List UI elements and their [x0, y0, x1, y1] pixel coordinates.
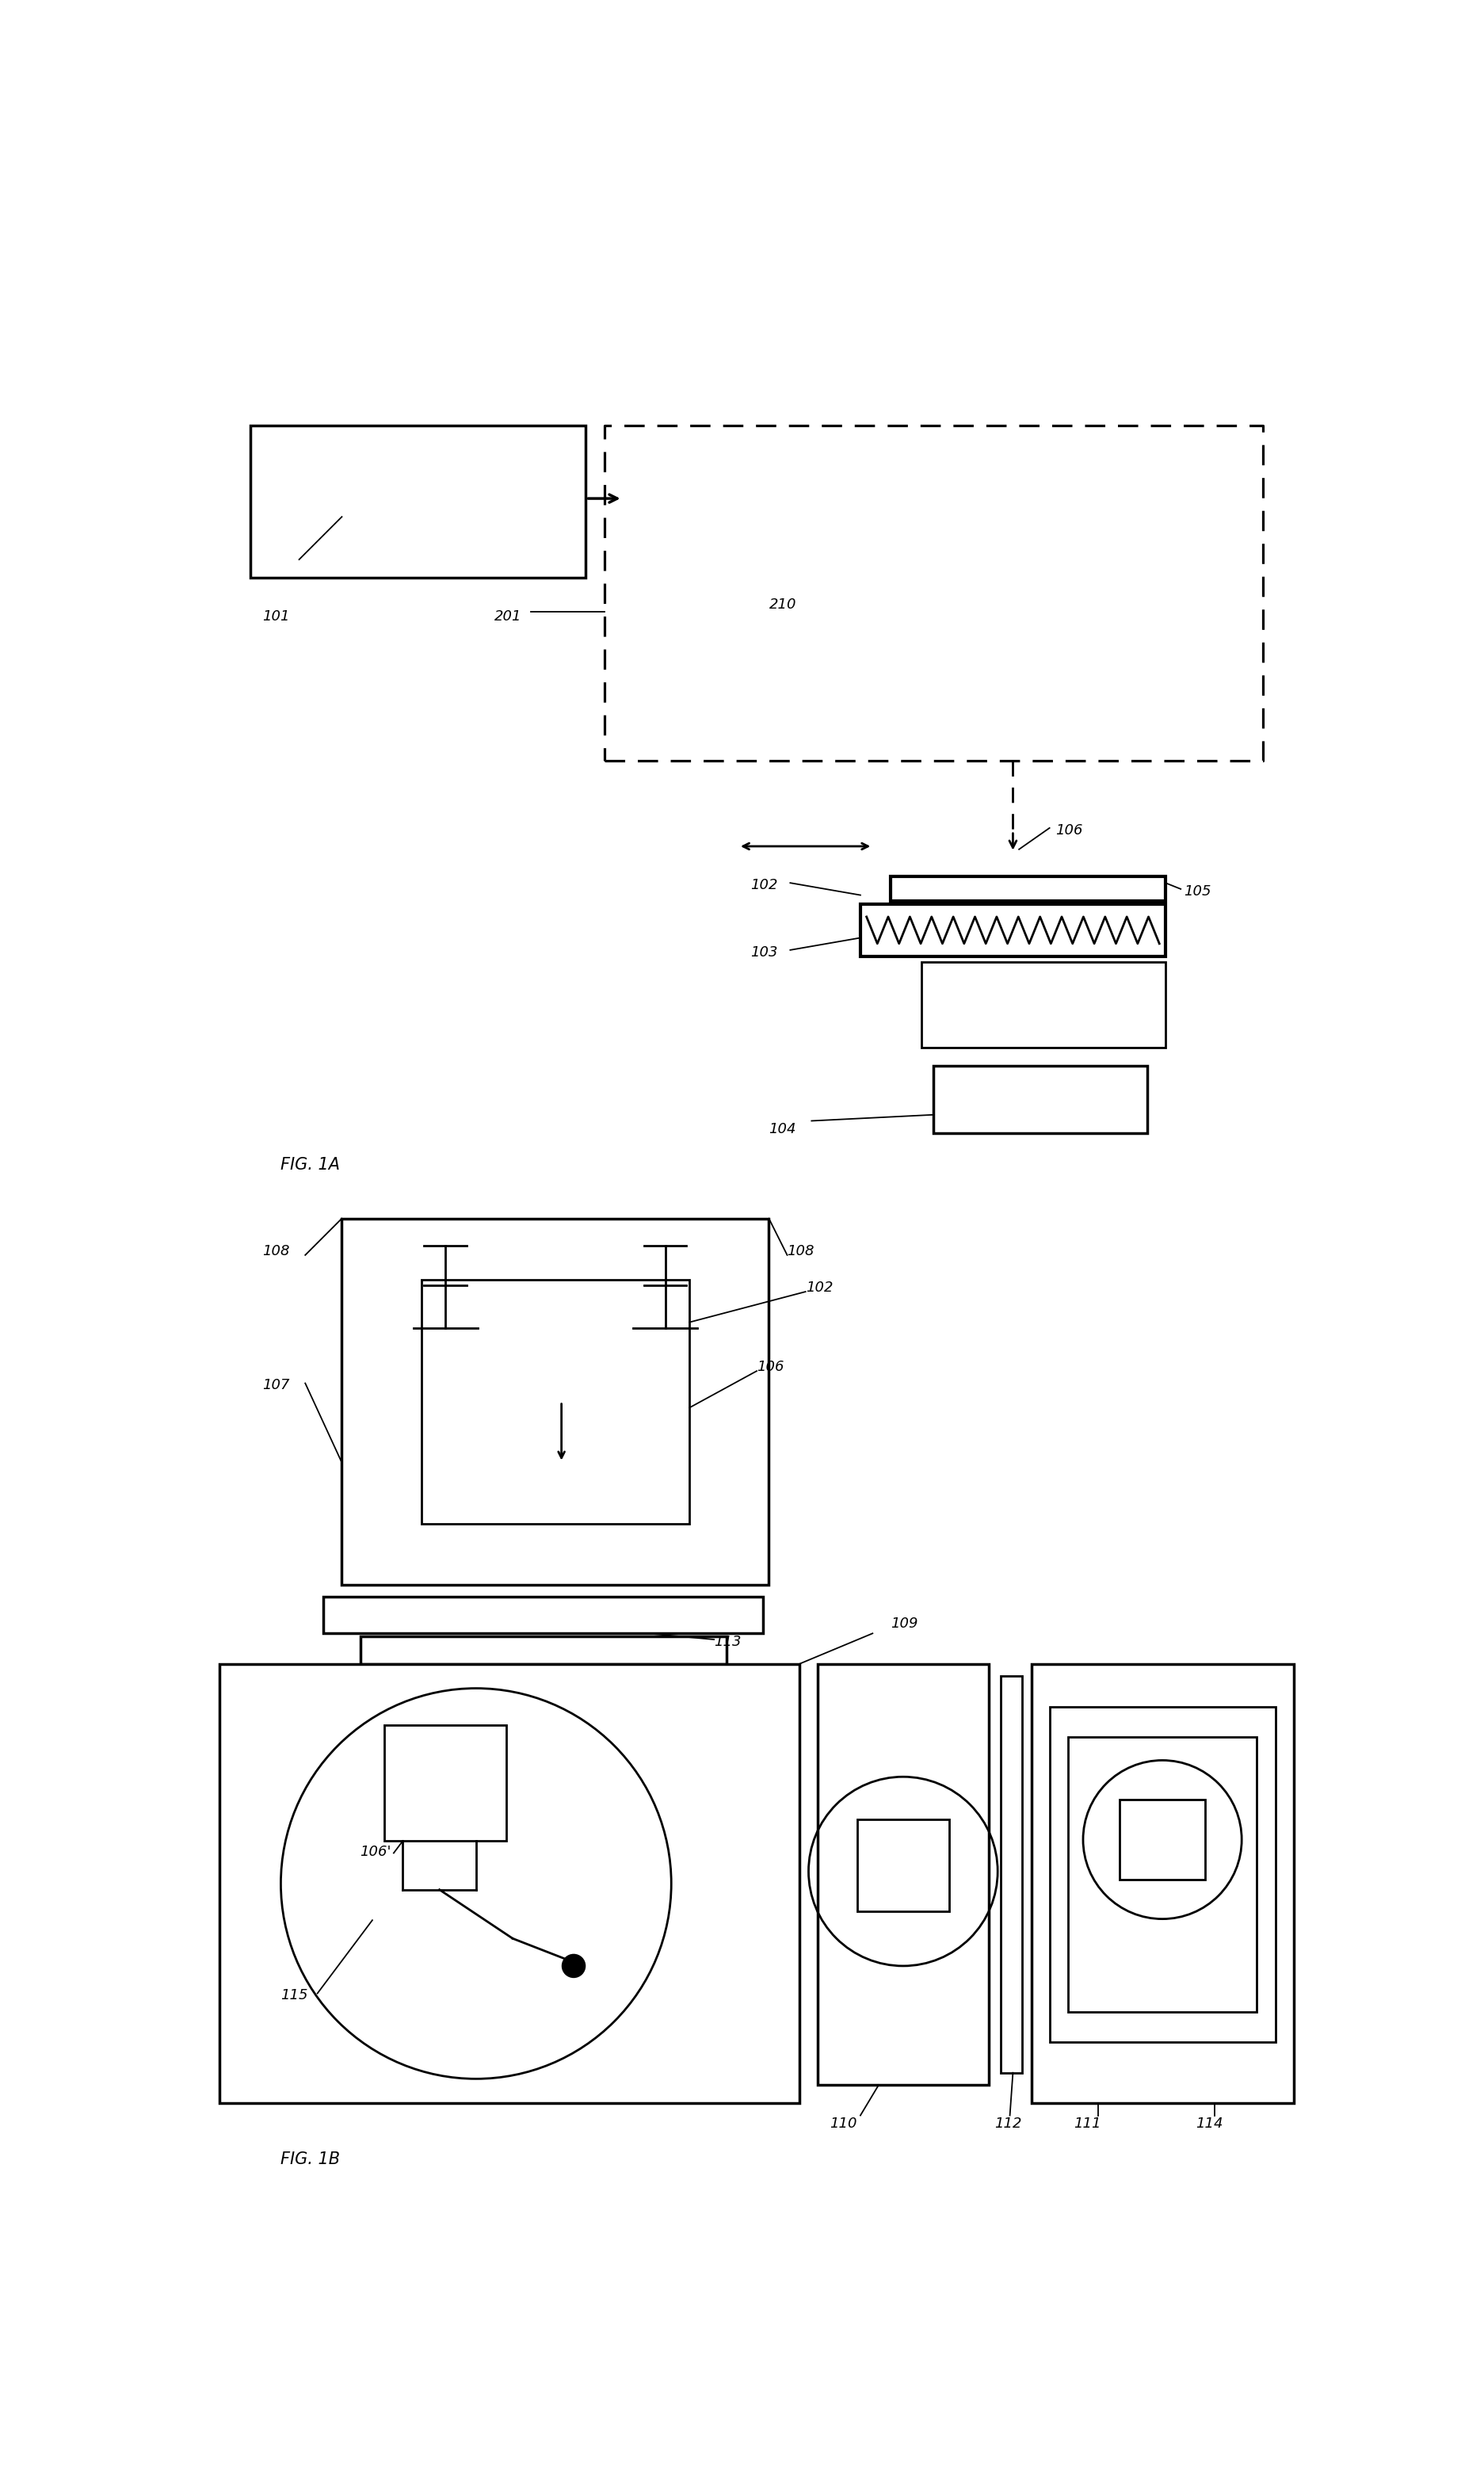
- FancyBboxPatch shape: [1000, 1677, 1021, 2074]
- FancyBboxPatch shape: [251, 424, 586, 577]
- FancyBboxPatch shape: [933, 1065, 1147, 1132]
- FancyBboxPatch shape: [1031, 1665, 1293, 2103]
- Text: 105: 105: [1183, 883, 1211, 898]
- FancyBboxPatch shape: [890, 878, 1165, 900]
- Text: 111: 111: [1073, 2116, 1101, 2131]
- Text: 102: 102: [804, 1280, 833, 1295]
- Text: FIG. 1A: FIG. 1A: [280, 1157, 340, 1174]
- Text: 104: 104: [769, 1122, 795, 1137]
- Circle shape: [562, 1956, 585, 1978]
- Text: FIG. 1B: FIG. 1B: [280, 2150, 340, 2168]
- FancyBboxPatch shape: [220, 1665, 798, 2103]
- Text: 201: 201: [494, 609, 521, 624]
- Text: 106': 106': [361, 1845, 392, 1859]
- Text: 106: 106: [1055, 824, 1082, 838]
- FancyBboxPatch shape: [361, 1637, 726, 1665]
- FancyBboxPatch shape: [421, 1280, 689, 1524]
- Text: 110: 110: [830, 2116, 856, 2131]
- Text: 113: 113: [714, 1635, 741, 1650]
- FancyBboxPatch shape: [384, 1724, 506, 1840]
- FancyBboxPatch shape: [341, 1218, 769, 1586]
- Text: 102: 102: [751, 878, 778, 893]
- Text: 114: 114: [1195, 2116, 1223, 2131]
- FancyBboxPatch shape: [1119, 1800, 1205, 1879]
- Text: 108: 108: [263, 1243, 289, 1258]
- FancyBboxPatch shape: [1049, 1706, 1275, 2042]
- Text: 112: 112: [994, 2116, 1021, 2131]
- FancyBboxPatch shape: [818, 1665, 988, 2084]
- FancyBboxPatch shape: [922, 962, 1165, 1048]
- Text: 109: 109: [890, 1615, 917, 1630]
- Text: 103: 103: [751, 944, 778, 959]
- Text: 101: 101: [263, 609, 289, 624]
- FancyBboxPatch shape: [859, 905, 1165, 957]
- Text: 115: 115: [280, 1988, 309, 2002]
- FancyBboxPatch shape: [856, 1820, 948, 1911]
- Text: 107: 107: [263, 1378, 289, 1393]
- Text: 108: 108: [787, 1243, 815, 1258]
- FancyBboxPatch shape: [324, 1598, 763, 1632]
- FancyBboxPatch shape: [1067, 1736, 1257, 2012]
- Text: 106: 106: [757, 1359, 784, 1374]
- Text: 210: 210: [769, 597, 795, 612]
